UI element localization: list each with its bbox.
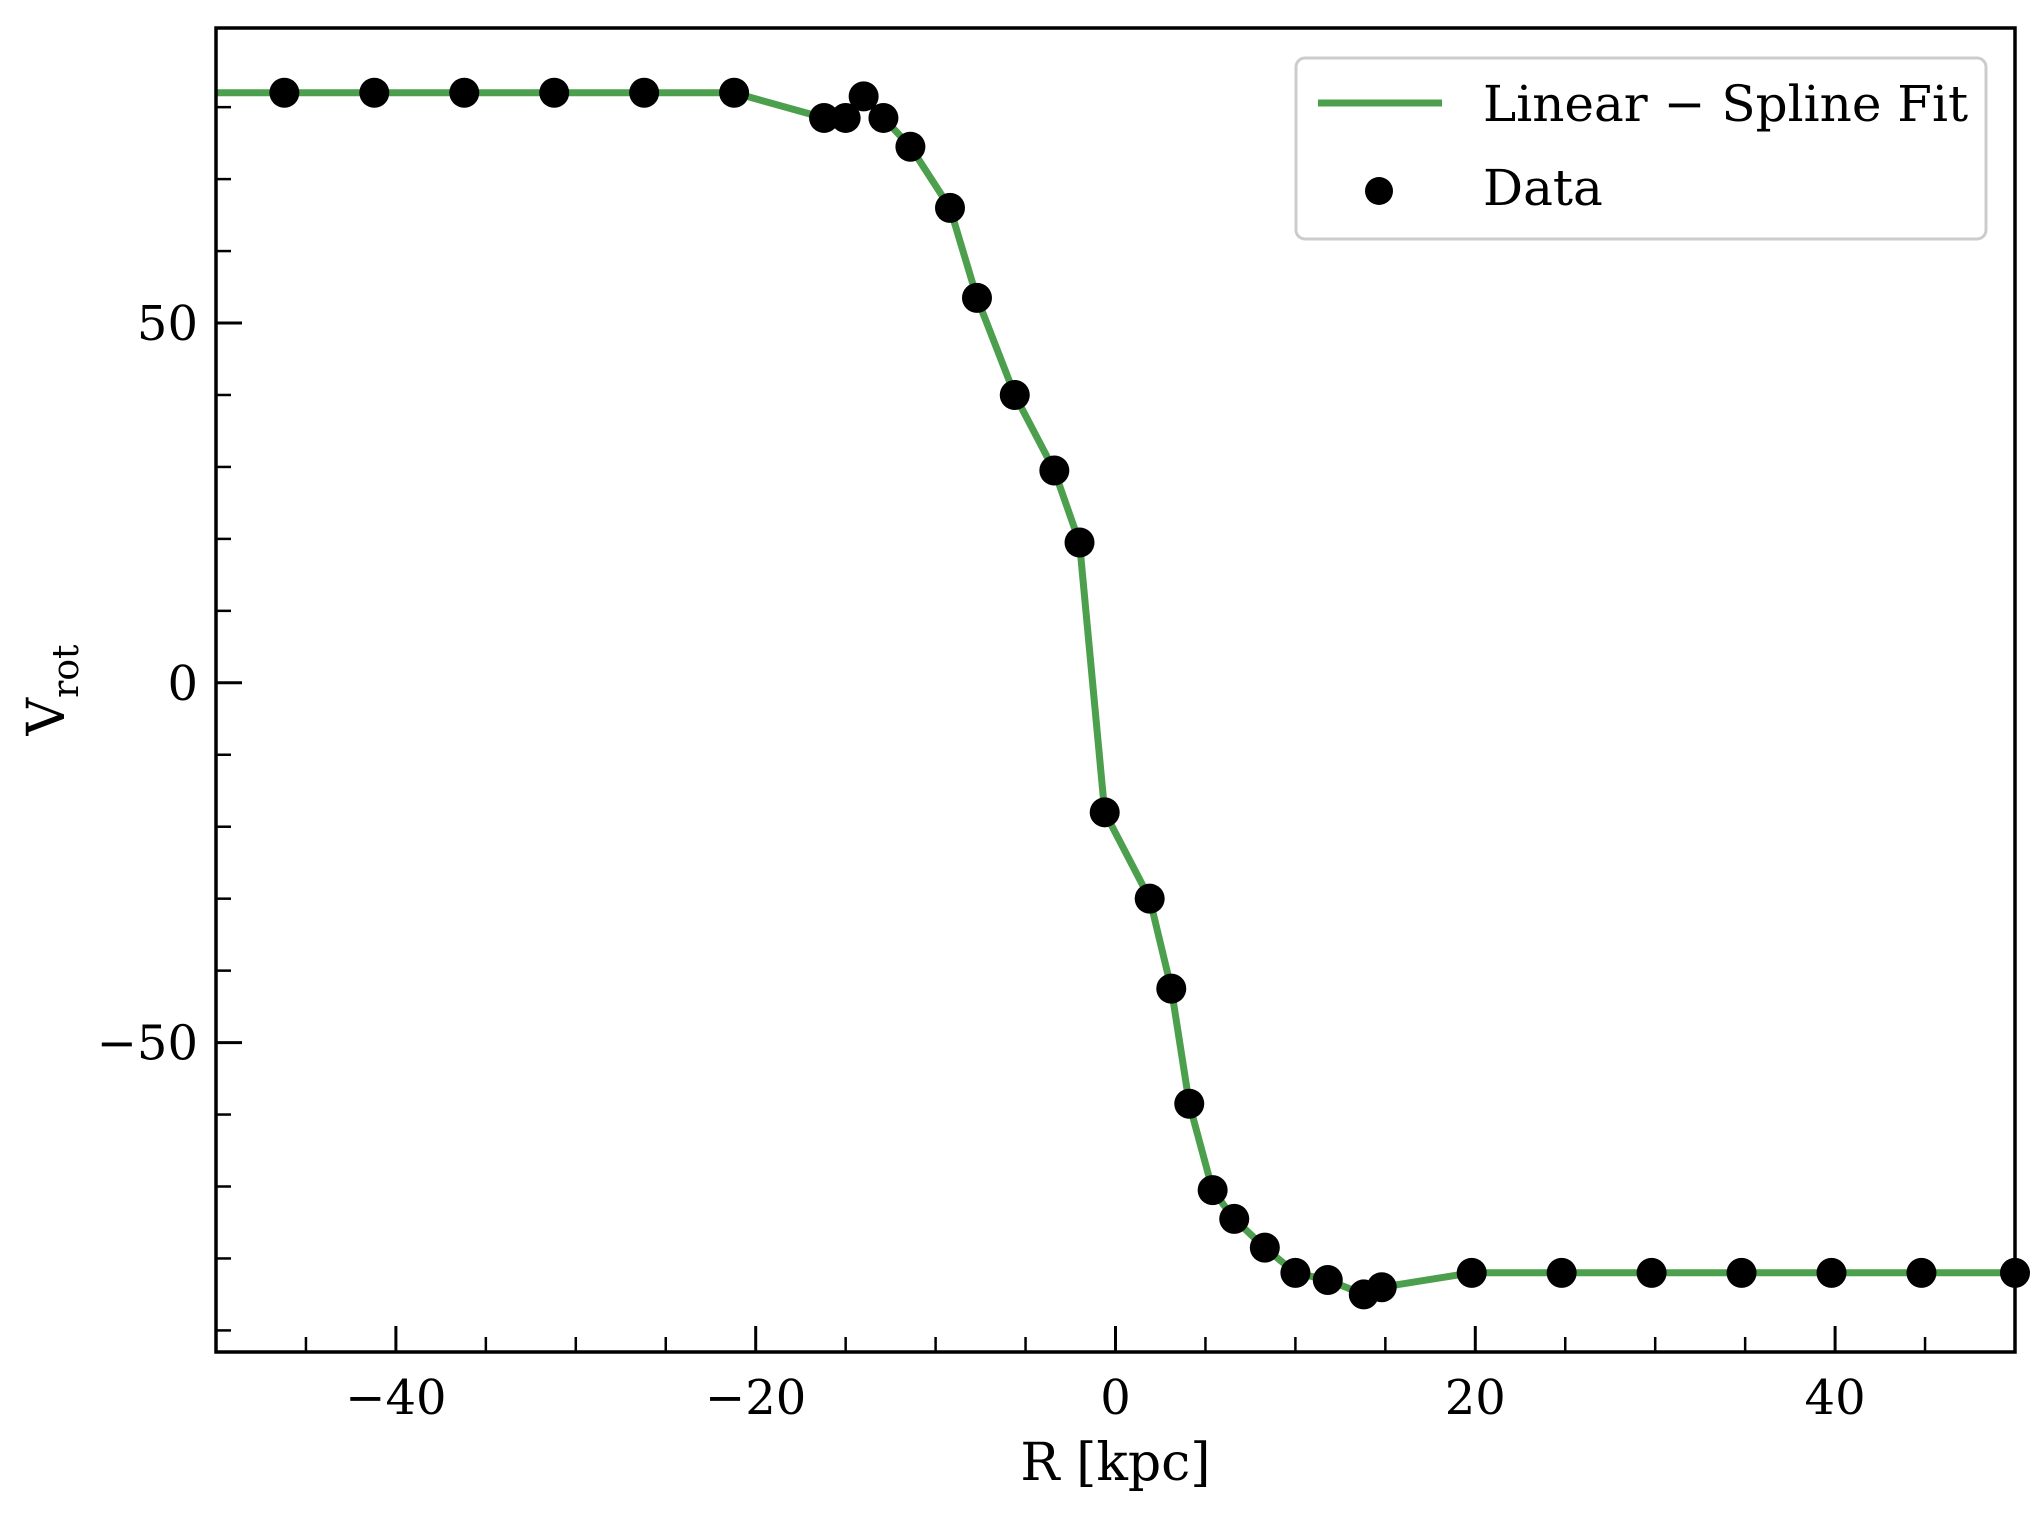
x-tick-label: −20: [705, 1370, 806, 1426]
legend-label-fit: Linear − Spline Fit: [1483, 75, 1968, 133]
x-tick-label: 40: [1805, 1370, 1866, 1426]
plot-frame: [214, 26, 2017, 1354]
data-point: [1249, 1232, 1280, 1263]
y-tick-label: −50: [97, 1016, 198, 1072]
data-point: [1064, 527, 1095, 558]
data-point: [1089, 797, 1120, 828]
data-point: [1156, 973, 1187, 1004]
y-tick-label: 50: [137, 296, 198, 352]
y-axis-title: Vrot: [17, 644, 87, 736]
legend-box: [1294, 56, 1988, 241]
data-point: [629, 77, 660, 108]
data-point: [868, 102, 899, 133]
data-point: [1636, 1257, 1667, 1288]
data-point: [1546, 1257, 1577, 1288]
y-axis-title-main: V: [17, 696, 77, 736]
data-point: [1816, 1257, 1847, 1288]
data-point: [1197, 1175, 1228, 1206]
data-point: [934, 192, 965, 223]
ticks-layer: [216, 105, 1927, 1352]
data-point: [1456, 1257, 1487, 1288]
x-axis-title: R [kpc]: [1020, 1433, 1210, 1493]
data-point: [848, 81, 879, 112]
legend: Linear − Spline Fit Data: [1294, 56, 1988, 241]
data-point: [1906, 1257, 1937, 1288]
data-point: [961, 282, 992, 313]
x-tick-label: −40: [345, 1370, 446, 1426]
y-axis-title-subscript: rot: [46, 644, 87, 698]
legend-data-swatch: [1365, 177, 1393, 205]
data-point: [359, 77, 390, 108]
data-point: [1312, 1265, 1343, 1296]
data-point: [809, 102, 840, 133]
data-point: [539, 77, 570, 108]
x-tick-label: 20: [1445, 1370, 1506, 1426]
x-tick-label: 0: [1100, 1370, 1131, 1426]
data-point: [1039, 455, 1070, 486]
data-point: [719, 77, 750, 108]
data-point: [449, 77, 480, 108]
data-point: [1219, 1203, 1250, 1234]
data-point: [999, 379, 1030, 410]
tick-labels-layer: −40 −20 0 20 40 −50 0 50: [97, 296, 1866, 1426]
data-point: [1174, 1088, 1205, 1119]
data-point: [269, 77, 300, 108]
y-tick-label: 0: [167, 656, 198, 712]
data-point: [1280, 1257, 1311, 1288]
data-point: [1134, 883, 1165, 914]
legend-label-data: Data: [1483, 159, 1603, 217]
fit-line: [216, 89, 2019, 1298]
plot-series-layer: [216, 77, 2030, 1310]
data-point: [1366, 1272, 1397, 1303]
data-point: [1726, 1257, 1757, 1288]
data-point: [895, 131, 926, 162]
data-point: [830, 102, 861, 133]
